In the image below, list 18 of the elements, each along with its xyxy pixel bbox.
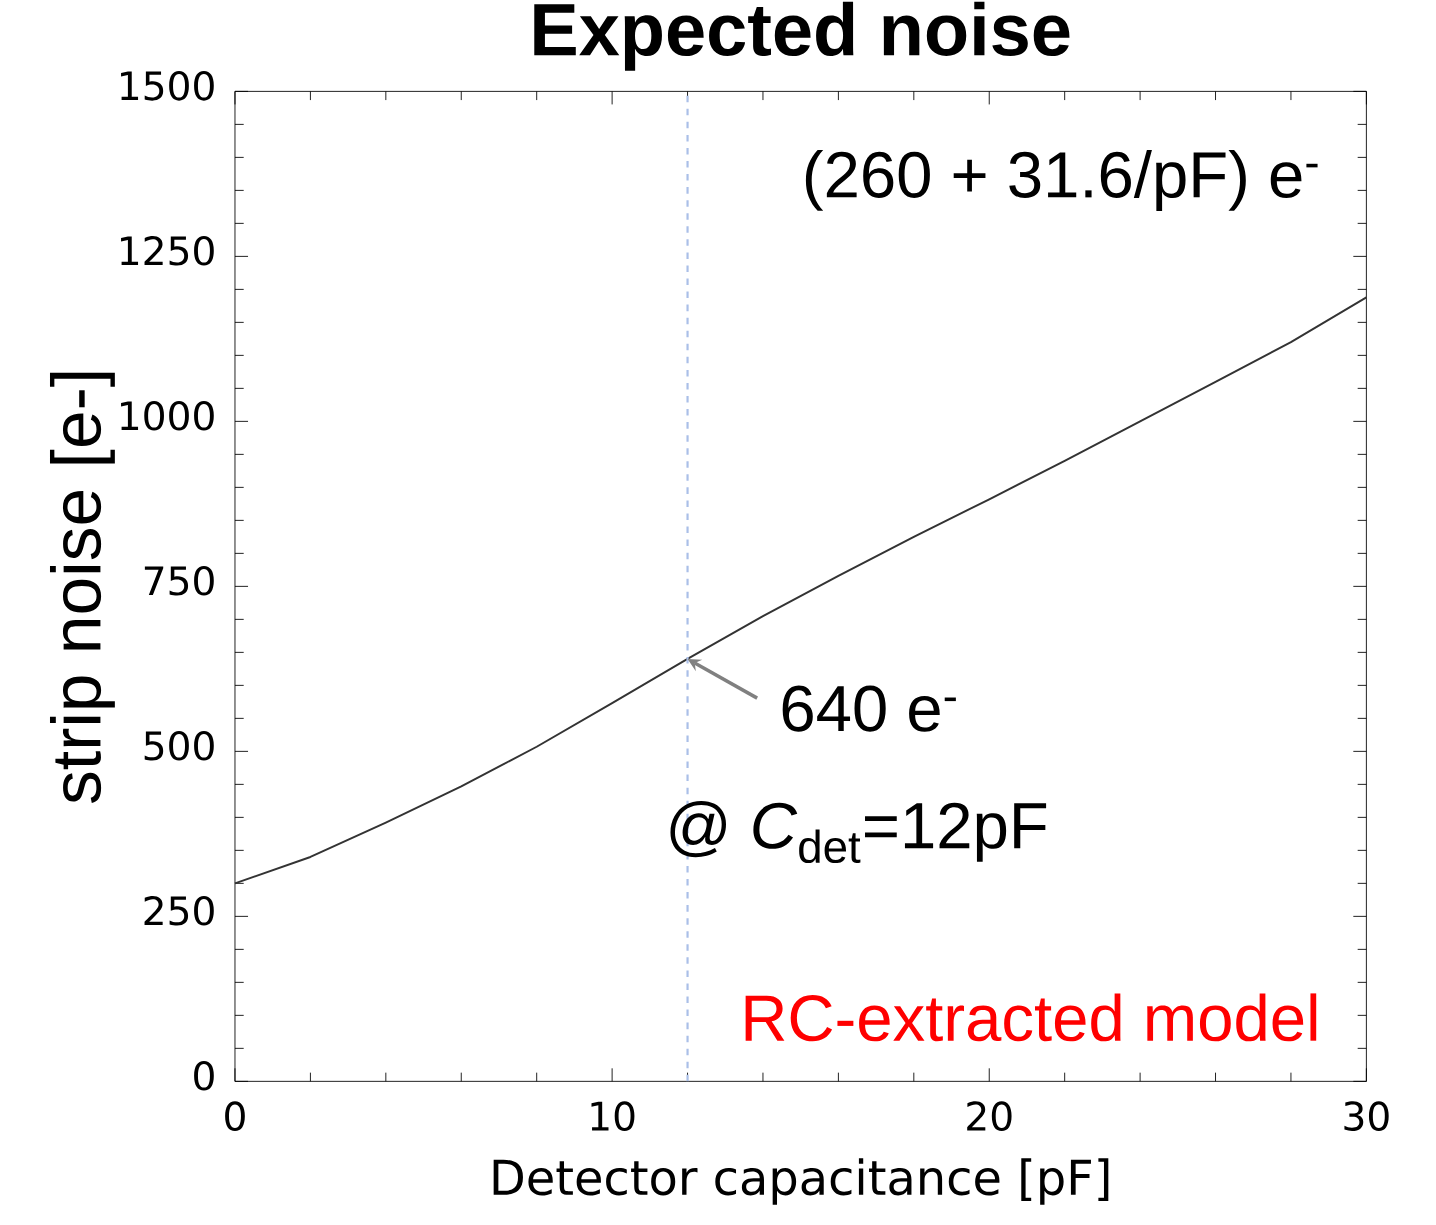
y-tick-label: 750 [144,566,214,596]
x-tick-label: 30 [1344,1101,1389,1131]
x-tick-label: 10 [591,1101,635,1131]
x-axis-title: Detector capacitance [pF] [493,1158,1109,1205]
annotation: 640 e$^{-}$ [782,685,956,732]
annotation: @ C$_{det}$=12pF [670,800,1047,864]
y-tick-label: 250 [144,896,214,926]
x-tick-label: 20 [967,1101,1012,1131]
annotation: RC-extracted model [745,993,1317,1042]
y-axis-title: strip noise [e-] [49,372,115,804]
y-tick-label: 0 [194,1061,214,1091]
y-tick-label: 1250 [121,236,214,266]
y-tick-label: 1000 [121,401,214,431]
x-tick-label: 0 [225,1101,245,1131]
annotation: (260 + 31.6/pF) e$^{-}$ [805,150,1318,211]
chart-title: Expected noise [534,1,1070,71]
y-tick-label: 1500 [121,71,214,101]
y-tick-label: 500 [144,731,214,761]
